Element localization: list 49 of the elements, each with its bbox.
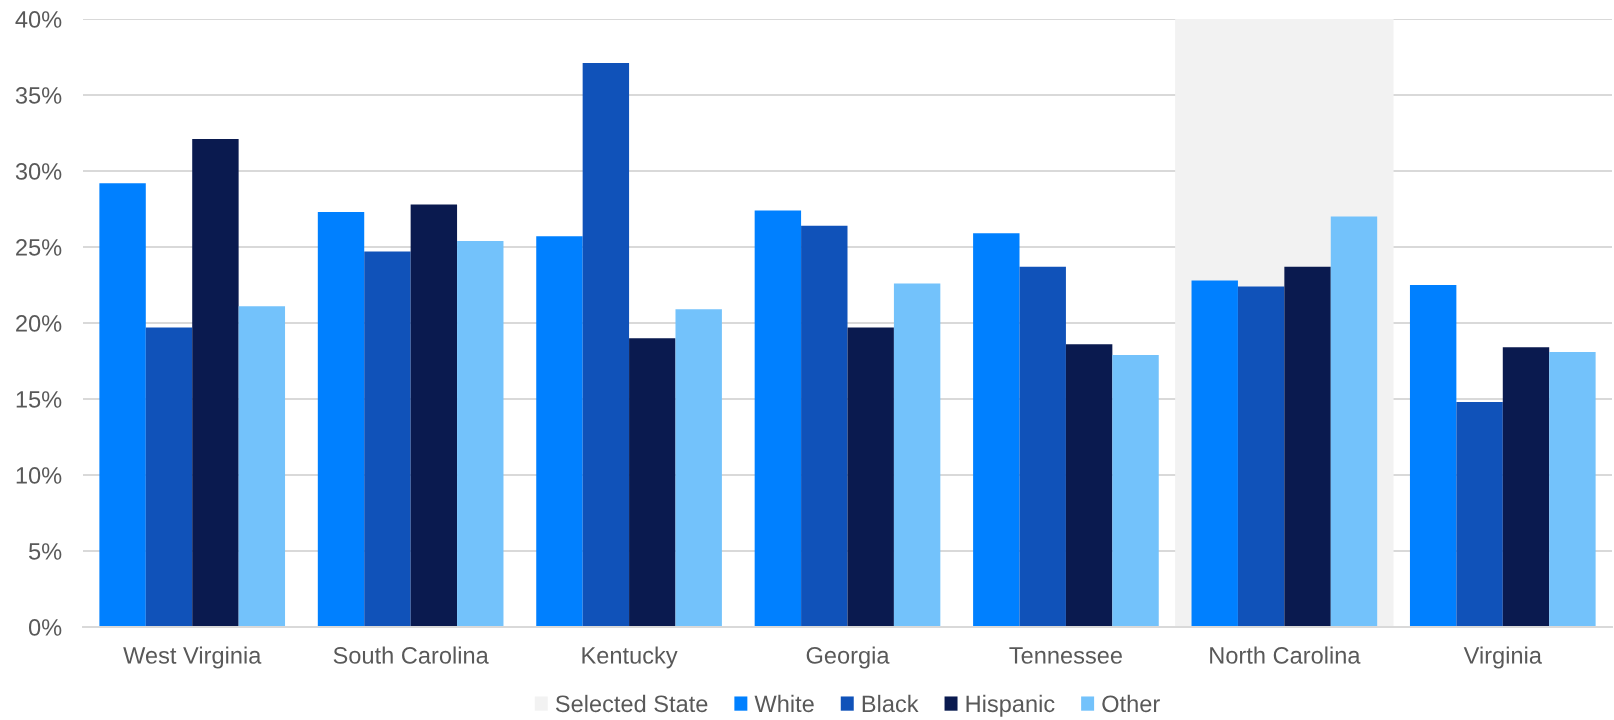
bar bbox=[1065, 344, 1113, 627]
bar bbox=[99, 183, 146, 627]
bar bbox=[364, 251, 411, 627]
bar bbox=[1456, 402, 1503, 627]
y-tick-label: 30% bbox=[15, 163, 62, 180]
bar bbox=[754, 210, 802, 627]
y-tick-label: 10% bbox=[16, 467, 62, 484]
legend-label: Other bbox=[1102, 694, 1160, 713]
bar bbox=[847, 327, 894, 627]
bar bbox=[1112, 354, 1159, 627]
x-tick-label: North Carolina bbox=[1210, 646, 1361, 664]
bar bbox=[1284, 266, 1331, 627]
bar bbox=[1330, 216, 1378, 627]
bar bbox=[1409, 285, 1457, 627]
bar bbox=[536, 236, 583, 627]
y-tick-label: 0% bbox=[28, 619, 62, 636]
y-tick-label: 15% bbox=[16, 391, 62, 408]
x-tick-label: West Virginia bbox=[123, 646, 262, 669]
y-tick-label: 40% bbox=[15, 11, 62, 28]
x-tick-label: South Carolina bbox=[333, 646, 489, 664]
bar bbox=[317, 212, 365, 627]
bar bbox=[675, 309, 722, 627]
bar bbox=[801, 225, 848, 627]
legend-label: Black bbox=[862, 694, 919, 713]
bar bbox=[145, 327, 193, 627]
legend-label: Selected State bbox=[555, 694, 708, 713]
bar bbox=[629, 338, 676, 627]
x-tick-label: Kentucky bbox=[582, 646, 678, 669]
bar bbox=[410, 204, 458, 627]
bar bbox=[1549, 351, 1596, 627]
bar bbox=[1237, 286, 1285, 627]
bar bbox=[1502, 347, 1550, 627]
y-tick-label: 35% bbox=[15, 87, 62, 104]
y-tick-label: 25% bbox=[16, 239, 62, 256]
bar bbox=[893, 283, 941, 627]
bar bbox=[973, 233, 1020, 627]
y-tick-label: 5% bbox=[28, 543, 62, 560]
x-tick-label: Virginia bbox=[1463, 646, 1542, 669]
bar bbox=[238, 306, 286, 627]
legend-label: White bbox=[754, 694, 814, 713]
bar bbox=[1019, 266, 1066, 627]
bar bbox=[582, 63, 630, 627]
y-tick-label: 20% bbox=[16, 315, 62, 332]
x-tick-label: Georgia bbox=[806, 646, 890, 669]
legend-label: Hispanic bbox=[966, 694, 1055, 717]
bar bbox=[192, 139, 239, 627]
bar bbox=[457, 240, 504, 627]
bar bbox=[1191, 280, 1238, 627]
x-tick-label: Tennessee bbox=[1009, 647, 1122, 664]
